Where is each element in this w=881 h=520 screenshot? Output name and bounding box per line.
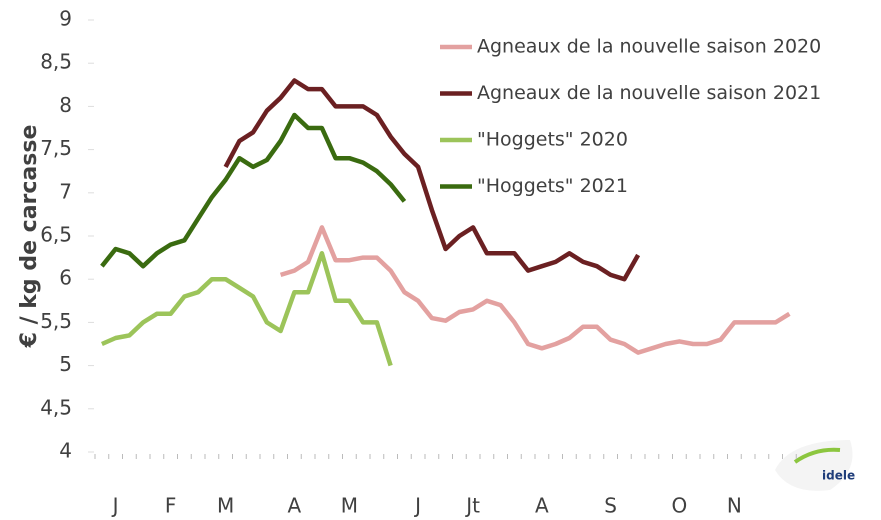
y-tick-label: 5,5 <box>40 309 72 333</box>
series-line <box>279 225 791 355</box>
y-tick-label: 4 <box>59 439 72 463</box>
x-tick-label: O <box>672 494 688 518</box>
x-tick-label: F <box>165 494 177 518</box>
logo-shape <box>775 440 853 491</box>
y-tick-label: 7 <box>59 179 72 203</box>
x-tick-label: S <box>604 494 617 518</box>
x-tick-label: M <box>341 494 358 518</box>
x-tick-label: A <box>288 494 302 518</box>
series-line <box>223 78 641 282</box>
y-tick-label: 9 <box>59 7 72 31</box>
series-line <box>100 112 407 269</box>
logo-swoosh <box>793 447 841 464</box>
logo-text: idele <box>822 469 855 483</box>
logo: idele <box>775 440 855 491</box>
y-tick-label: 6,5 <box>40 223 72 247</box>
y-tick-label: 5 <box>59 352 72 376</box>
x-tick-label: Jt <box>464 494 480 518</box>
series-line <box>100 251 393 367</box>
y-axis-label: € / kg de carcasse <box>17 125 42 349</box>
x-tick-label: M <box>217 494 234 518</box>
x-tick-label: A <box>535 494 549 518</box>
legend-label: Agneaux de la nouvelle saison 2020 <box>477 36 821 58</box>
x-tick-label: N <box>727 494 742 518</box>
legend-label: Agneaux de la nouvelle saison 2021 <box>477 82 821 104</box>
y-tick-label: 8 <box>59 93 72 117</box>
x-tick-label: J <box>111 494 119 518</box>
legend-label: "Hoggets" 2020 <box>477 129 628 151</box>
x-tick-label: J <box>413 494 421 518</box>
y-tick-label: 4,5 <box>40 395 72 419</box>
y-tick-label: 7,5 <box>40 136 72 160</box>
legend-label: "Hoggets" 2021 <box>477 175 628 197</box>
y-tick-label: 6 <box>59 266 72 290</box>
y-tick-label: 8,5 <box>40 50 72 74</box>
